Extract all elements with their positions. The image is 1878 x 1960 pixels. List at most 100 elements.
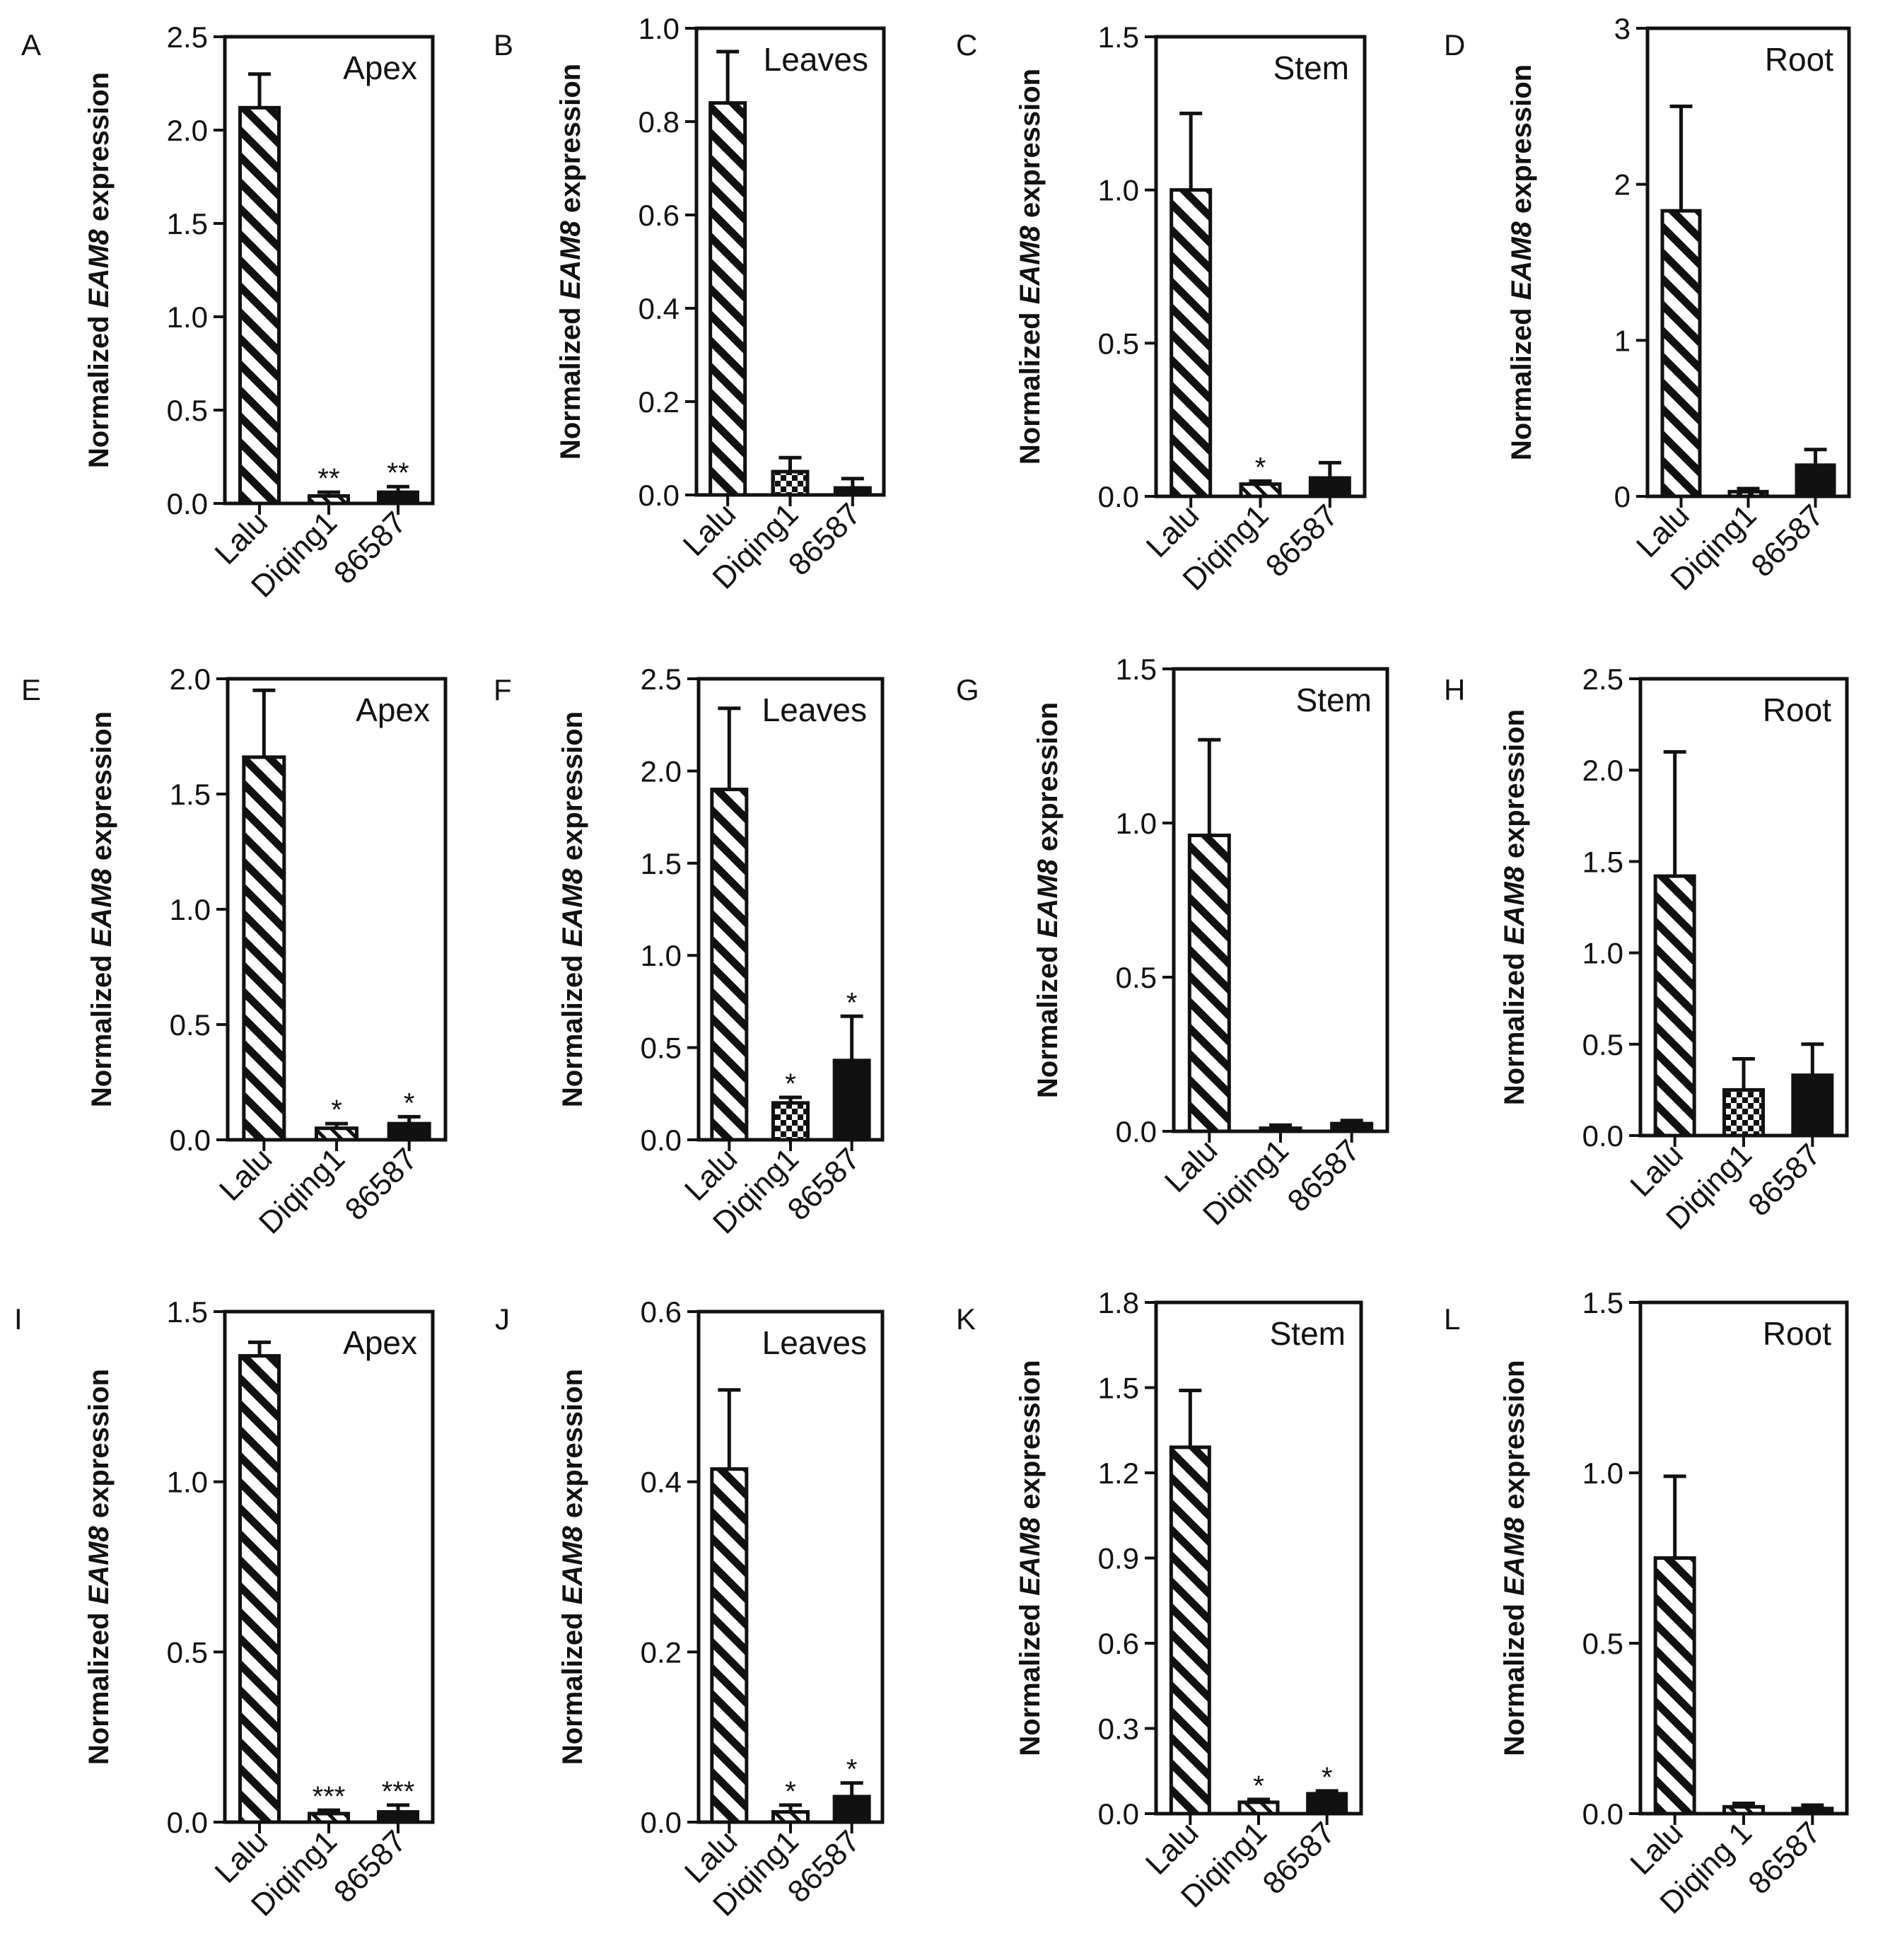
y-tick-label: 1.5: [167, 207, 208, 240]
bar-lalu: [238, 1354, 281, 1824]
bar-lalu: [710, 1467, 749, 1824]
panel-k: K Stem 0.0 0.3 0.6 0.9 1.2 1.5 1.8 Normalized EAM…: [956, 1286, 1363, 1915]
panel-title: Stem: [1273, 49, 1349, 86]
bar-86587: [832, 1058, 871, 1142]
bar-86587: [1330, 1121, 1374, 1133]
bar-lalu: [1653, 1556, 1696, 1816]
category-label: 86587: [1281, 1133, 1367, 1218]
y-tick-label: 0.5: [1582, 1627, 1623, 1660]
bar-lalu: [1187, 833, 1231, 1133]
y-axis-title-prefix: Normalized: [1015, 1596, 1046, 1756]
category-label: 86587: [1742, 1137, 1827, 1223]
panel-f: F Leaves 0.0 0.5 1.0 1.5 2.0 2.5 Normalized EAM8…: [494, 663, 885, 1241]
panel-title: Apex: [343, 49, 417, 86]
bar-86587: [833, 486, 872, 497]
category-label: 86587: [781, 1141, 867, 1227]
y-tick-label: 1.0: [1582, 1457, 1623, 1490]
y-tick-label: 0.2: [641, 1635, 682, 1669]
y-tick-label: 2.0: [1582, 754, 1623, 787]
y-axis-title: Normalized EAM8 expression: [1032, 702, 1063, 1098]
y-tick-label: 0.4: [641, 1466, 682, 1499]
y-tick-label: 1.0: [641, 939, 682, 972]
panel-title: Root: [1765, 41, 1833, 78]
panel-title: Apex: [343, 1324, 417, 1361]
y-tick-label: 1.5: [170, 778, 211, 811]
y-tick-label: 1.5: [641, 847, 682, 880]
y-axis-title: Normalized EAM8 expression: [83, 1369, 115, 1765]
y-axis-title-prefix: Normalized: [1499, 945, 1530, 1105]
panel-i: I Apex 0.0 0.5 1.0 1.5 Normalized EAM8 express…: [14, 1295, 435, 1923]
panel-j: J Leaves 0.0 0.2 0.4 0.6 Normalized EAM8 expre…: [495, 1295, 885, 1923]
y-tick-label: 0.0: [638, 479, 680, 512]
y-tick-label: 0.5: [167, 1635, 208, 1669]
y-tick-label: 0.4: [638, 292, 680, 325]
y-axis-title-gene: EAM8: [555, 220, 586, 299]
y-axis-title-gene: EAM8: [1506, 221, 1537, 300]
bar-lalu: [1660, 209, 1702, 498]
bar-lalu: [1653, 874, 1696, 1138]
significance-marker: ***: [382, 1776, 415, 1807]
y-axis-title-suffix: expression: [86, 711, 117, 868]
y-tick-label: 1.0: [167, 1466, 208, 1499]
y-axis-title-gene: EAM8: [83, 1525, 115, 1604]
y-axis-title-suffix: expression: [83, 72, 115, 229]
y-tick-label: 0.6: [641, 1295, 682, 1329]
panel-title: Leaves: [762, 692, 867, 728]
bar-lalu: [708, 101, 747, 497]
panel-letter: D: [1444, 28, 1465, 62]
y-tick-label: 1.0: [638, 12, 680, 45]
bar-diqing1: [1239, 482, 1282, 498]
y-axis-title: Normalized EAM8 expression: [1499, 1360, 1530, 1756]
panel-g: G Stem 0.0 0.5 1.0 1.5 Normalized EAM8 express…: [956, 653, 1389, 1232]
y-axis-title: Normalized EAM8 expression: [1506, 64, 1537, 460]
y-tick-label: 1.5: [1582, 845, 1623, 878]
panel-title: Root: [1763, 692, 1831, 728]
y-axis-title-prefix: Normalized: [1499, 1596, 1530, 1756]
y-tick-label: 0.0: [170, 1124, 211, 1157]
y-tick-label: 2.0: [170, 663, 211, 696]
y-axis-title-suffix: expression: [1015, 69, 1046, 226]
y-tick-label: 1.5: [1116, 653, 1157, 686]
y-axis-title-gene: EAM8: [1499, 1517, 1530, 1596]
significance-marker: ***: [313, 1781, 346, 1812]
y-axis-title: Normalized EAM8 expression: [86, 711, 117, 1107]
category-label: 86587: [339, 1141, 424, 1227]
y-tick-label: 0.6: [638, 199, 680, 232]
bar-diqing1: [1259, 1126, 1302, 1133]
panel-title: Leaves: [762, 1324, 867, 1361]
y-axis-title-gene: EAM8: [1032, 858, 1063, 938]
y-tick-label: 0.0: [1582, 1797, 1623, 1831]
category-label: 86587: [327, 1824, 413, 1909]
panel-letter: F: [494, 673, 512, 706]
significance-marker: *: [846, 987, 858, 1018]
significance-marker: *: [404, 1087, 415, 1119]
y-tick-label: 0.5: [170, 1008, 211, 1042]
significance-marker: *: [1253, 1771, 1264, 1802]
y-tick-label: 0.0: [1116, 1115, 1157, 1148]
significance-marker: *: [785, 1068, 796, 1099]
y-axis-title-gene: EAM8: [86, 868, 117, 947]
bar-86587: [377, 490, 419, 506]
panel-title: Root: [1763, 1315, 1831, 1352]
bar-lalu: [1169, 1445, 1211, 1816]
y-axis-title-suffix: expression: [555, 64, 586, 221]
y-axis-title: Normalized EAM8 expression: [1015, 69, 1046, 465]
category-label: Lalu: [213, 1141, 279, 1207]
y-tick-label: 1.0: [1098, 174, 1139, 207]
y-axis-title-prefix: Normalized: [86, 947, 117, 1107]
y-axis-title-gene: EAM8: [83, 228, 115, 308]
panel-letter: A: [21, 28, 41, 62]
bar-diqing1: [1722, 1087, 1765, 1138]
y-tick-label: 1.2: [1098, 1457, 1139, 1490]
y-tick-label: 2.5: [641, 663, 682, 696]
bar-lalu: [242, 755, 286, 1142]
y-tick-label: 0: [1614, 480, 1631, 513]
y-axis-title-suffix: expression: [1499, 1360, 1530, 1517]
y-tick-label: 0.6: [1098, 1627, 1139, 1660]
y-tick-label: 1.0: [167, 301, 208, 334]
bar-lalu: [1170, 188, 1213, 498]
y-tick-label: 1.5: [1582, 1286, 1623, 1319]
y-tick-label: 1.0: [1582, 937, 1623, 970]
panel-b: B Leaves 0.0 0.2 0.4 0.6 0.8 1.0 Normalized EAM8…: [494, 12, 886, 596]
